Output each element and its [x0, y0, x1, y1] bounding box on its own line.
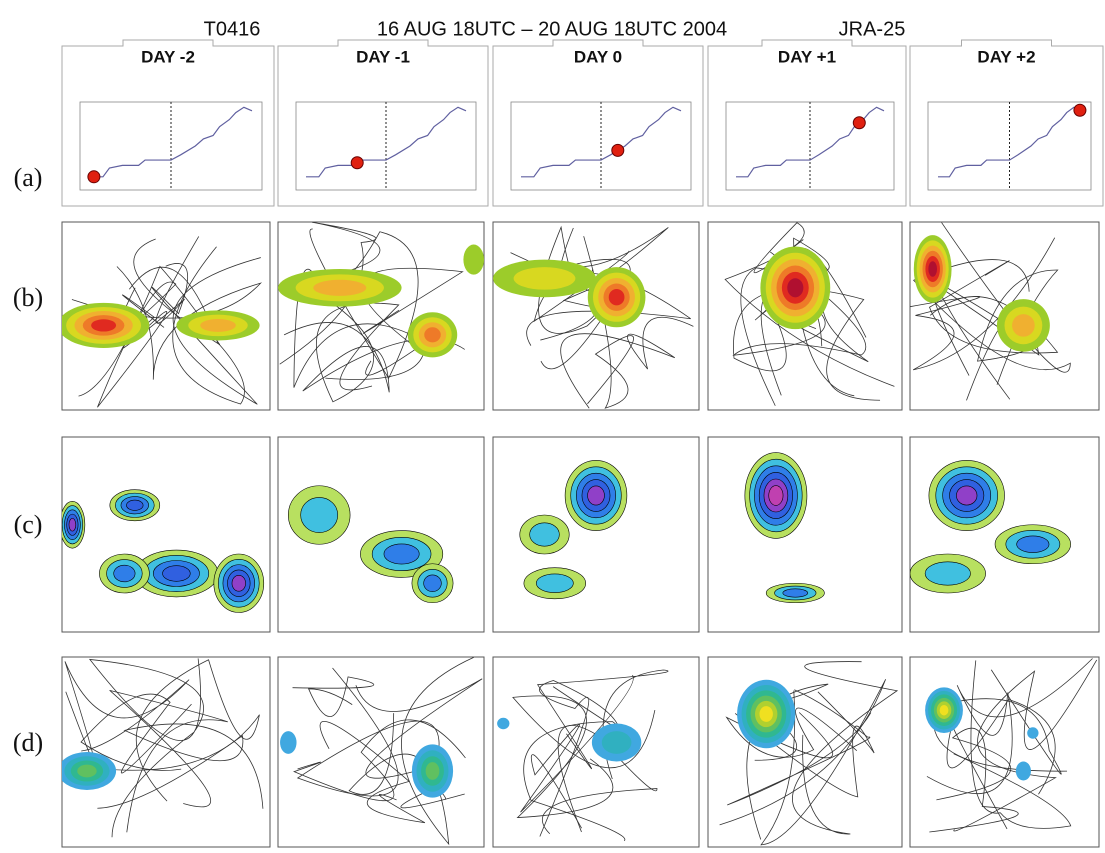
row-label: (b) [13, 283, 43, 312]
map-frame [62, 657, 270, 847]
field-contour [91, 319, 116, 331]
field-contour [126, 500, 143, 510]
field-contour [69, 518, 76, 531]
field-contour [384, 544, 419, 564]
time-marker [612, 144, 624, 156]
field-contour [602, 731, 632, 754]
row-label: (d) [13, 728, 43, 757]
field-contour [956, 486, 977, 505]
field-contour [769, 486, 783, 506]
field-contour [232, 575, 246, 591]
figure: T0416 16 AUG 18UTC – 20 AUG 18UTC 2004 J… [0, 0, 1105, 853]
column-header: DAY -1 [356, 47, 410, 66]
field-contour [1027, 727, 1038, 738]
time-marker [853, 117, 865, 129]
field-contour [588, 486, 605, 505]
map-frame [708, 437, 902, 632]
field-contour [609, 289, 625, 305]
field-contour [426, 762, 440, 780]
column-header: DAY +1 [778, 47, 836, 66]
field-contour [940, 705, 949, 716]
field-contour [114, 565, 135, 582]
field-contour [759, 706, 772, 722]
map-frame [910, 657, 1099, 847]
field-contour [530, 523, 560, 546]
field-contour [787, 278, 803, 297]
time-marker [351, 157, 363, 169]
column-header: DAY 0 [574, 47, 622, 66]
field-contour [77, 765, 96, 778]
column-header: DAY -2 [141, 47, 195, 66]
field-contour [313, 280, 366, 296]
field-contour [928, 261, 937, 277]
column-header: DAY +2 [977, 47, 1035, 66]
field-contour [925, 562, 970, 585]
map-frame [278, 222, 484, 410]
field-contour [424, 575, 442, 592]
field-contour [280, 731, 296, 754]
field-contour [1012, 314, 1035, 337]
field-contour [497, 718, 509, 729]
field-contour [514, 267, 576, 290]
dataset-label: JRA-25 [839, 18, 906, 40]
field-contour [424, 327, 440, 342]
period-label: 16 AUG 18UTC – 20 AUG 18UTC 2004 [377, 18, 727, 40]
field-contour [463, 245, 484, 275]
field-contour [536, 574, 573, 593]
time-marker [88, 171, 100, 183]
field-contour [1017, 536, 1049, 553]
field-contour [1016, 762, 1031, 781]
row-label: (a) [14, 163, 43, 192]
case-label: T0416 [204, 18, 261, 40]
row-label: (c) [14, 510, 43, 539]
field-contour [301, 497, 338, 532]
field-contour [163, 566, 191, 582]
field-contour [783, 589, 808, 597]
time-marker [1074, 104, 1086, 116]
map-frame [708, 657, 902, 847]
field-contour [200, 319, 236, 332]
